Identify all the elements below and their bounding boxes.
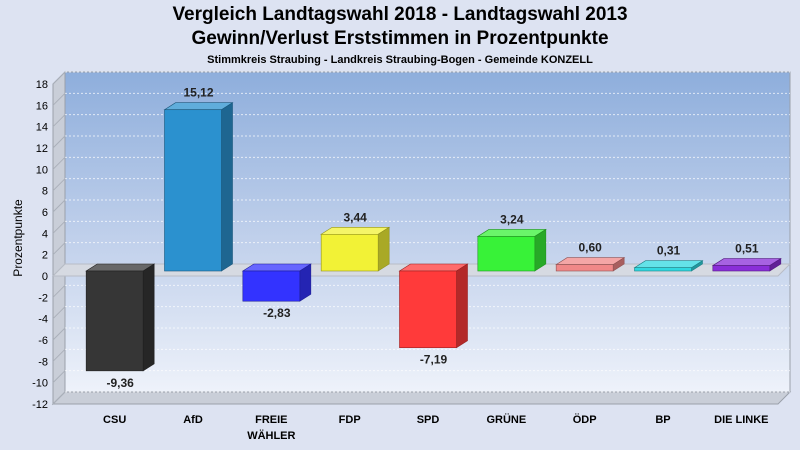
y-tick-label: 2 <box>42 250 48 262</box>
bar-front <box>164 109 222 272</box>
bar-front <box>399 270 457 348</box>
grid-line-side <box>52 135 66 149</box>
bar-top <box>555 257 626 265</box>
bar-front <box>85 270 144 372</box>
bar-top <box>163 102 234 111</box>
data-label: 3,24 <box>500 212 524 226</box>
x-tick-label: SPD <box>417 414 440 426</box>
bar-front <box>555 264 614 272</box>
bar-top <box>711 258 782 266</box>
data-label: 0,31 <box>657 244 681 258</box>
grid-line-side <box>52 327 66 341</box>
y-tick-label: 10 <box>36 164 48 176</box>
chart-subtitle: Gewinn/Verlust Erststimmen in Prozentpun… <box>191 28 609 49</box>
bar-top <box>320 227 391 235</box>
bar-front <box>712 265 771 272</box>
x-tick-label: CSU <box>103 414 126 426</box>
y-tick-label: -8 <box>38 356 48 368</box>
x-tick-label: ÖDP <box>573 413 597 426</box>
grid-line-side <box>52 220 66 234</box>
bar-side <box>534 228 547 272</box>
bar <box>163 102 234 272</box>
bars <box>85 102 782 372</box>
grid-line-side <box>52 348 66 362</box>
grid-line-side <box>52 284 66 298</box>
grid-line-side <box>52 114 66 128</box>
y-axis-label: Prozentpunkte <box>11 199 25 277</box>
bar-front <box>320 234 379 272</box>
y-tick-label: 6 <box>42 207 48 219</box>
bar <box>85 263 156 372</box>
grid-line-side <box>52 242 66 256</box>
bar <box>555 257 626 272</box>
x-tick-label: WÄHLER <box>247 429 295 442</box>
bar <box>633 260 704 272</box>
bar-top <box>633 260 704 268</box>
y-tick-label: 12 <box>36 143 48 155</box>
bar-top <box>398 263 469 272</box>
bar-top <box>476 229 547 237</box>
bar-front <box>634 267 692 272</box>
bar <box>711 258 782 272</box>
bar <box>476 228 547 272</box>
data-label: 3,44 <box>343 210 367 224</box>
y-tick-label: 16 <box>36 100 48 112</box>
y-tick-label: -12 <box>32 399 48 411</box>
data-label: 15,12 <box>183 86 213 100</box>
bar <box>320 226 391 272</box>
x-tick-label: BP <box>655 414 670 426</box>
bar-side <box>221 102 233 272</box>
labels: -9,36 CSU 15,12 AfD -2,83 FREIE WÄHLER 3,44 FDP -… <box>103 86 768 442</box>
data-label: 0,51 <box>735 242 759 256</box>
grid-line-side <box>52 92 66 106</box>
bar-side <box>456 263 468 349</box>
y-tick-label: 18 <box>36 79 48 91</box>
bar-front <box>242 270 301 302</box>
plot-side-wall <box>52 70 66 406</box>
y-tick-label: 4 <box>42 228 48 240</box>
y-tick-label: -10 <box>32 378 48 390</box>
y-tick-label: 8 <box>42 186 48 198</box>
y-tick-label: -6 <box>38 335 48 347</box>
x-tick-label: AfD <box>183 414 203 426</box>
data-label: -7,19 <box>420 353 448 367</box>
grid-line-side <box>52 71 66 85</box>
plot-floor <box>51 391 792 405</box>
y-tick-label: -2 <box>38 292 48 304</box>
grid-line-side <box>52 391 66 405</box>
bar-front <box>477 236 536 272</box>
bar-side <box>377 226 390 272</box>
y-tick-label: 0 <box>42 271 48 283</box>
data-label: -2,83 <box>263 306 291 320</box>
bar-side <box>142 263 155 372</box>
data-label: 0,60 <box>578 241 602 255</box>
data-label: -9,36 <box>106 376 134 390</box>
grid-line-side <box>52 199 66 213</box>
x-tick-label: FREIE <box>255 414 287 426</box>
bar <box>241 263 312 302</box>
bar-top <box>241 263 312 272</box>
x-tick-label: DIE LINKE <box>714 414 768 426</box>
chart-title: Vergleich Landtagswahl 2018 - Landtagswa… <box>172 4 628 25</box>
grid-line-side <box>52 178 66 192</box>
y-tick-label: -4 <box>38 314 48 326</box>
grid-line-side <box>52 306 66 320</box>
chart-caption: Stimmkreis Straubing - Landkreis Straubi… <box>207 54 593 66</box>
bar-top <box>85 263 156 272</box>
grid-line-side <box>52 156 66 170</box>
x-tick-label: GRÜNE <box>486 413 526 426</box>
y-axis: 18 16 14 12 10 8 6 4 2 0 -2 -4 -6 -8 -10 -12 <box>32 79 48 411</box>
bar <box>398 263 469 349</box>
x-tick-label: FDP <box>339 414 361 426</box>
grid-line-side <box>52 370 66 384</box>
y-tick-label: 14 <box>36 122 48 134</box>
